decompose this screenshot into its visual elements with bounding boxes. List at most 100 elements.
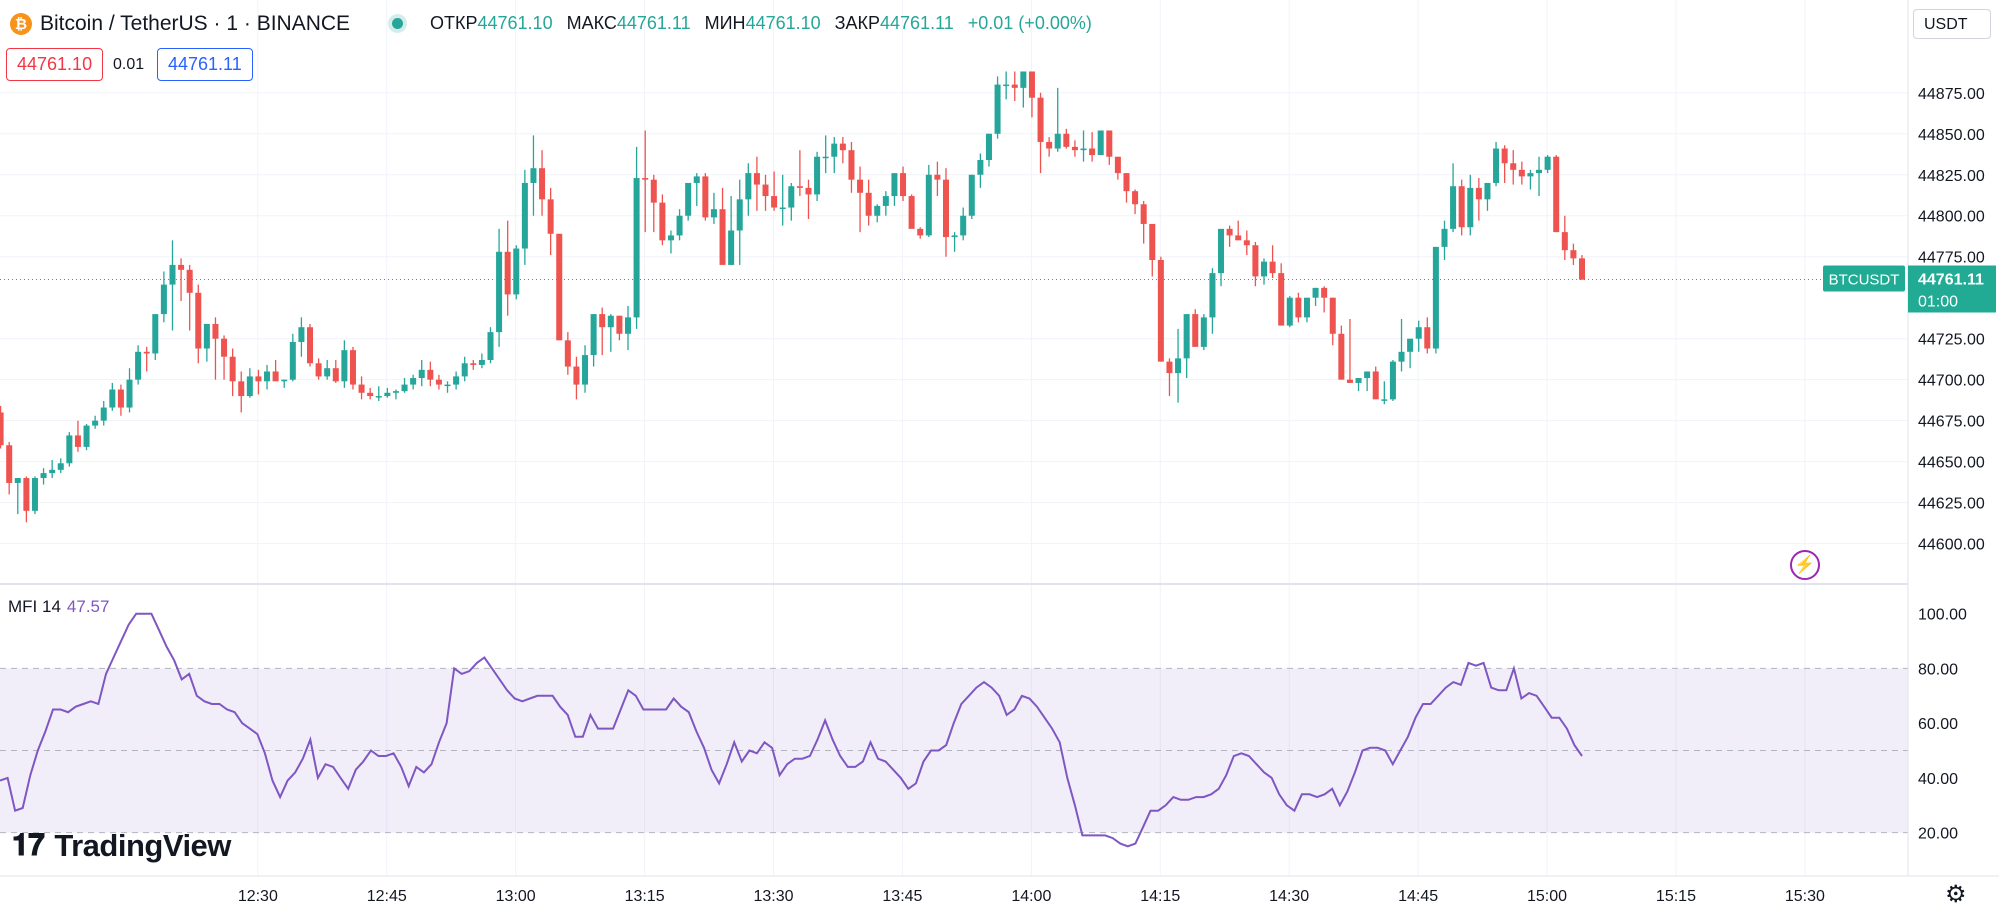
candle-body	[444, 384, 451, 387]
candle-body	[40, 473, 47, 479]
candle-body	[1329, 297, 1336, 334]
candle-body	[92, 420, 99, 426]
candle-body	[6, 445, 13, 483]
candle-body	[332, 368, 339, 382]
mfi-legend[interactable]: MFI 14 47.57	[8, 597, 109, 617]
time-tick-label: 15:30	[1785, 888, 1825, 905]
candle-body	[925, 174, 932, 236]
candle-body	[908, 196, 915, 229]
candle-body	[401, 384, 408, 392]
candle-body	[710, 209, 717, 218]
candle-body	[1578, 258, 1586, 280]
candle-body	[564, 340, 571, 367]
candle-body	[719, 209, 726, 265]
candle-body	[1123, 173, 1130, 192]
price-axis[interactable]: 44875.00 44850.00 44825.00 44800.00 44775.00…	[1918, 86, 1985, 554]
candle-body	[590, 314, 597, 356]
candle-body	[160, 284, 167, 315]
close-label: ЗАКР	[834, 13, 881, 33]
candle-body	[1003, 84, 1010, 87]
candle-body	[504, 251, 511, 295]
candle-body	[1407, 338, 1414, 352]
candle-body	[1355, 378, 1362, 383]
open-label: ОТКР	[430, 13, 478, 33]
candle-body	[358, 384, 365, 393]
candle-body	[496, 251, 503, 333]
candle-body	[1303, 297, 1310, 318]
candle-body	[255, 376, 262, 382]
candle-body	[470, 363, 477, 365]
mfi-axis[interactable]: 100.00 80.00 60.00 40.00 20.00	[1918, 607, 1967, 843]
candle-body	[1260, 261, 1268, 277]
sell-price-button[interactable]: 44761.10	[6, 48, 104, 81]
tradingview-wordmark: TradingView	[54, 828, 231, 863]
candle-body	[1553, 156, 1560, 233]
candle-body	[1458, 186, 1465, 228]
candle-body	[839, 143, 846, 151]
candle-body	[1054, 133, 1061, 149]
candle-body	[1536, 169, 1543, 174]
time-axis[interactable]: 12:30 12:45 13:00 13:15 13:30 13:45 14:00 14:15…	[238, 888, 1825, 905]
time-tick-label: 15:15	[1656, 888, 1696, 905]
last-price-badge	[1908, 265, 1996, 313]
candle-body	[745, 173, 752, 200]
candle-body	[195, 292, 202, 349]
currency-selector[interactable]: USDT	[1913, 9, 1991, 39]
candle-body	[229, 356, 236, 382]
candle-body	[530, 168, 537, 183]
countdown-value: 01:00	[1918, 293, 1958, 310]
gear-icon[interactable]: ⚙	[1945, 881, 1967, 908]
candle-body	[289, 341, 296, 380]
candle-body	[994, 84, 1001, 134]
candle-body	[341, 350, 348, 382]
time-tick-label: 12:30	[238, 888, 278, 905]
candle-body	[1432, 246, 1439, 349]
candle-body	[891, 173, 898, 197]
time-tick-label: 13:45	[882, 888, 922, 905]
candle-body	[1484, 182, 1491, 200]
candle-body	[685, 182, 692, 216]
tradingview-logo[interactable]: 𝟏𝟕 TradingView	[12, 828, 231, 864]
candle-body	[882, 196, 889, 206]
candle-body	[942, 179, 950, 238]
candle-body	[513, 248, 520, 295]
candle-body	[1028, 71, 1035, 98]
candle-body	[1398, 351, 1405, 362]
candle-body	[143, 351, 150, 354]
market-status-dot-icon[interactable]	[392, 18, 403, 29]
high-value: 44761.11	[616, 13, 691, 33]
mfi-tick-label: 100.00	[1918, 607, 1967, 624]
mfi-tick-label: 40.00	[1918, 771, 1958, 788]
candle-body	[771, 196, 778, 208]
candle-body	[1364, 371, 1371, 379]
symbol-title[interactable]: Bitcoin / TetherUS · 1 · BINANCE	[40, 12, 351, 35]
low-value: 44761.10	[745, 13, 821, 33]
mfi-label: MFI 14	[8, 597, 61, 616]
candle-body	[31, 478, 38, 511]
high-label: МАКС	[566, 13, 617, 33]
lightning-icon[interactable]: ⚡	[1790, 550, 1820, 580]
candle-body	[0, 412, 4, 446]
candle-body	[624, 317, 632, 334]
candle-body	[117, 389, 124, 408]
buy-price-button[interactable]: 44761.11	[157, 48, 253, 81]
candle-body	[49, 469, 56, 474]
candle-body	[676, 215, 683, 236]
ohlc-legend: ОТКР 44761.10 МАКС 44761.11 МИН 44761.10 ЗА…	[430, 13, 1092, 34]
spread-value: 0.01	[113, 56, 145, 73]
candle-body	[1140, 204, 1147, 224]
candle-body	[702, 176, 709, 218]
symbol-badge	[1823, 265, 1905, 292]
candle-body	[1132, 191, 1139, 205]
candle-body	[1501, 148, 1508, 164]
candle-body	[392, 391, 399, 393]
candle-body	[109, 389, 116, 408]
candle-body	[968, 174, 975, 216]
candle-body	[667, 235, 674, 241]
candle-body	[822, 156, 829, 159]
candle-body	[607, 315, 614, 328]
candle-body	[1312, 287, 1319, 298]
candle-body	[573, 366, 580, 385]
candle-body	[788, 186, 795, 208]
